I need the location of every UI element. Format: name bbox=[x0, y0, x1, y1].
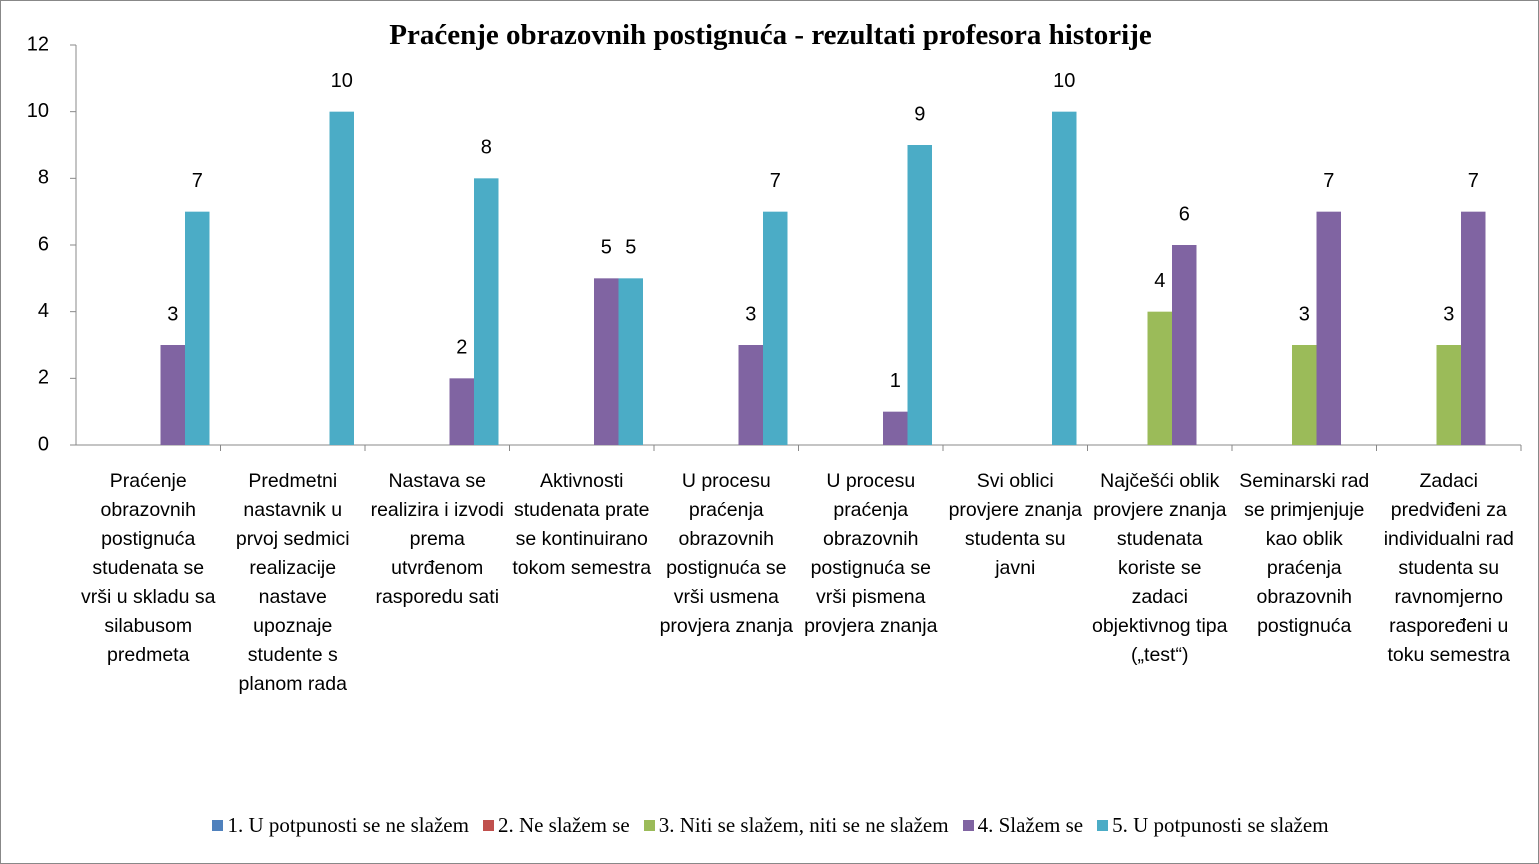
legend-label: 1. U potpunosti se ne slažem bbox=[227, 813, 469, 837]
bar bbox=[618, 278, 643, 445]
bar bbox=[474, 178, 499, 446]
legend-label: 4. Slažem se bbox=[977, 813, 1084, 837]
bar bbox=[883, 411, 908, 445]
value-label: 7 bbox=[770, 170, 781, 192]
bar bbox=[449, 378, 474, 445]
bar bbox=[1052, 111, 1077, 446]
value-label: 7 bbox=[1323, 170, 1334, 192]
x-tick-label: Svi oblici provjere znanja studenta su j… bbox=[948, 470, 1082, 579]
bar bbox=[738, 345, 763, 445]
value-label: 3 bbox=[1443, 303, 1454, 325]
value-label: 7 bbox=[1468, 170, 1479, 192]
bar bbox=[1316, 211, 1341, 445]
legend-label: 3. Niti se slažem, niti se ne slažem bbox=[658, 813, 949, 837]
legend-item: 3. Niti se slažem, niti se ne slažem bbox=[643, 813, 949, 838]
x-tick-label: Zadaci predviđeni za individualni rad st… bbox=[1383, 470, 1514, 666]
y-tick-label: 6 bbox=[38, 233, 49, 255]
y-tick-label: 8 bbox=[38, 167, 49, 189]
bar bbox=[185, 211, 210, 445]
value-label: 5 bbox=[601, 237, 612, 259]
value-label: 6 bbox=[1179, 203, 1190, 225]
y-tick-label: 2 bbox=[38, 367, 49, 389]
value-label: 3 bbox=[1299, 303, 1310, 325]
legend-swatch bbox=[212, 820, 224, 831]
value-label: 10 bbox=[1053, 70, 1075, 92]
legend-label: 2. Ne slažem se bbox=[497, 813, 630, 837]
bar bbox=[1461, 211, 1486, 445]
legend-item: 5. U potpunosti se slažem bbox=[1097, 813, 1329, 838]
x-tick-label: U procesu praćenja obrazovnih postignuća… bbox=[804, 470, 938, 637]
y-tick-label: 4 bbox=[38, 300, 49, 322]
legend-swatch bbox=[482, 820, 494, 831]
x-tick-label: Najčešći oblik provjere znanja studenata… bbox=[1091, 470, 1228, 666]
x-tick-label: Praćenje obrazovnih postignuća studenata… bbox=[81, 470, 216, 666]
legend-swatch bbox=[962, 820, 974, 831]
value-label: 8 bbox=[481, 137, 492, 159]
legend: 1. U potpunosti se ne slažem 2. Ne slažem… bbox=[1, 813, 1539, 838]
value-label: 7 bbox=[192, 170, 203, 192]
value-label: 3 bbox=[167, 303, 178, 325]
bar bbox=[1436, 345, 1461, 445]
x-tick-label: U procesu praćenja obrazovnih postignuća… bbox=[659, 470, 793, 637]
value-label: 5 bbox=[625, 237, 636, 259]
value-label: 10 bbox=[331, 70, 353, 92]
legend-swatch bbox=[643, 820, 655, 831]
x-tick-label: Aktivnosti studenata prate se kontinuira… bbox=[512, 470, 652, 579]
bar bbox=[1147, 311, 1172, 445]
x-tick-label: Seminarski rad se primjenjuje kao oblik … bbox=[1239, 470, 1370, 637]
value-label: 2 bbox=[456, 337, 467, 359]
bar bbox=[329, 111, 354, 446]
bar bbox=[1172, 245, 1197, 445]
y-tick-label: 0 bbox=[38, 433, 49, 455]
bar bbox=[763, 211, 788, 445]
y-tick-label: 12 bbox=[27, 33, 49, 55]
legend-swatch bbox=[1097, 820, 1109, 831]
x-tick-label: Predmetni nastavnik u prvoj sedmici real… bbox=[235, 470, 350, 695]
x-tick-label: Nastava se realizira i izvodi prema utvr… bbox=[370, 470, 504, 608]
value-label: 3 bbox=[745, 303, 756, 325]
bar bbox=[1292, 345, 1317, 445]
value-label: 9 bbox=[914, 103, 925, 125]
chart-title: Praćenje obrazovnih postignuća - rezulta… bbox=[389, 19, 1152, 51]
value-label: 4 bbox=[1154, 270, 1165, 292]
value-label: 1 bbox=[890, 370, 901, 392]
bar bbox=[594, 278, 619, 445]
bar bbox=[907, 145, 932, 445]
legend-item: 1. U potpunosti se ne slažem bbox=[212, 813, 469, 838]
legend-item: 2. Ne slažem se bbox=[482, 813, 630, 838]
legend-label: 5. U potpunosti se slažem bbox=[1112, 813, 1329, 837]
legend-item: 4. Slažem se bbox=[962, 813, 1084, 838]
bar bbox=[160, 345, 185, 445]
y-tick-label: 10 bbox=[27, 100, 49, 122]
